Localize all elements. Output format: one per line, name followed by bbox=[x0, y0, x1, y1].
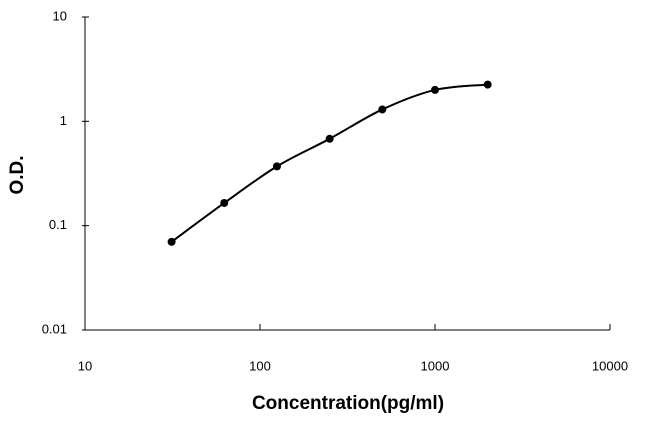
x-axis-title: Concentration(pg/ml) bbox=[252, 393, 444, 414]
y-axis-title: O.D. bbox=[7, 155, 28, 194]
y-tick-label: 10 bbox=[53, 8, 67, 23]
x-tick-label: 1000 bbox=[421, 358, 450, 373]
y-tick-label: 0.1 bbox=[49, 217, 67, 232]
x-tick-label: 100 bbox=[249, 358, 271, 373]
y-tick-label: 0.01 bbox=[42, 321, 67, 336]
data-point bbox=[220, 198, 229, 207]
x-tick-label: 10 bbox=[78, 358, 92, 373]
x-tick-label: 10000 bbox=[592, 358, 628, 373]
data-point bbox=[167, 237, 176, 246]
y-tick-label: 1 bbox=[60, 113, 67, 128]
data-point bbox=[272, 162, 281, 171]
data-point bbox=[431, 85, 439, 94]
data-point bbox=[325, 134, 334, 143]
data-point bbox=[483, 80, 492, 89]
data-point bbox=[378, 105, 387, 114]
fit-curve bbox=[171, 83, 488, 243]
